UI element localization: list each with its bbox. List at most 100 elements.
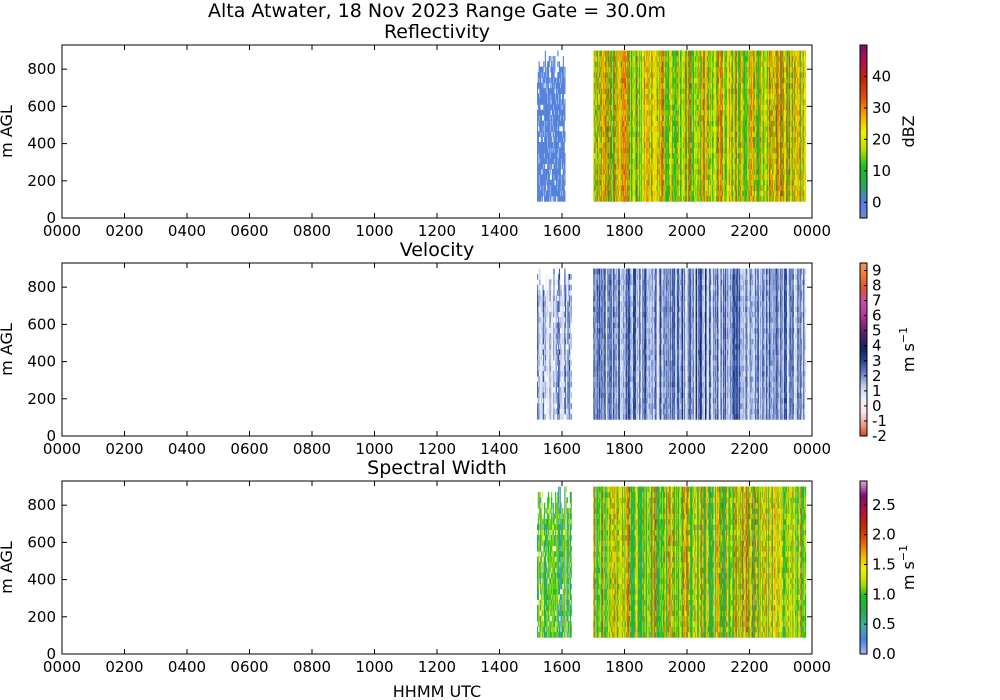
heatmap-cell	[542, 191, 543, 197]
heatmap-cell	[564, 169, 565, 175]
heatmap-cell	[544, 77, 545, 83]
heatmap-cell	[537, 121, 538, 127]
heatmap-cell	[564, 174, 565, 180]
heatmap-cell	[548, 83, 549, 89]
heatmap-cell	[553, 56, 554, 62]
heatmap-cell	[553, 174, 554, 180]
heatmap-cell	[551, 164, 552, 170]
heatmap-cell	[546, 131, 547, 137]
heatmap-cell	[549, 164, 550, 170]
heatmap-cell	[537, 153, 538, 159]
heatmap-cell	[541, 115, 542, 121]
heatmap-cell	[557, 94, 558, 100]
heatmap-cell	[553, 88, 554, 94]
heatmap-cell	[560, 94, 561, 100]
heatmap-cell	[553, 147, 554, 153]
heatmap-cell	[553, 83, 554, 89]
heatmap-cell	[551, 61, 552, 67]
heatmap-cell	[560, 169, 561, 175]
heatmap-cell	[559, 191, 560, 197]
heatmap-cell	[546, 83, 547, 89]
heatmap-cell	[553, 110, 554, 116]
heatmap-cell	[548, 72, 549, 78]
heatmap-cell	[556, 88, 557, 94]
heatmap-cell	[552, 126, 553, 132]
heatmap-cell	[545, 67, 546, 73]
heatmap-cell	[538, 174, 539, 180]
heatmap-cell	[542, 185, 543, 191]
heatmap-cell	[548, 169, 549, 175]
heatmap-cell	[552, 104, 553, 110]
radar-figure: Alta Atwater, 18 Nov 2023 Range Gate = 3…	[0, 0, 1000, 700]
heatmap-cell	[556, 137, 557, 143]
heatmap-cell	[549, 99, 550, 105]
heatmap-cell	[546, 142, 547, 148]
heatmap-cell	[550, 131, 551, 137]
heatmap-cell	[553, 67, 554, 73]
heatmap-cell	[560, 185, 561, 191]
heatmap-cell	[564, 185, 565, 191]
heatmap-cell	[553, 61, 554, 67]
heatmap-cell	[550, 99, 551, 105]
heatmap-cell	[564, 126, 565, 132]
heatmap-cell	[545, 61, 546, 67]
heatmap-cell	[563, 67, 564, 73]
heatmap-cell	[564, 158, 565, 164]
heatmap-cell	[545, 88, 546, 94]
heatmap-cell	[548, 67, 549, 73]
heatmap-cell	[554, 67, 555, 73]
heatmap-cell	[540, 77, 541, 83]
heatmap-cell	[555, 77, 556, 83]
heatmap-cell	[545, 72, 546, 78]
heatmap-cell	[542, 164, 543, 170]
heatmap-cell	[545, 51, 546, 57]
heatmap-cell	[564, 137, 565, 143]
heatmap-cell	[546, 88, 547, 94]
heatmap-cell	[543, 121, 544, 127]
heatmap-cell	[557, 61, 558, 67]
heatmap-cell	[550, 94, 551, 100]
heatmap-cell	[563, 72, 564, 78]
heatmap-cell	[550, 121, 551, 127]
heatmap-cell	[558, 142, 559, 148]
heatmap-cell	[551, 147, 552, 153]
heatmap-cell	[564, 121, 565, 127]
heatmap-cell	[554, 61, 555, 67]
heatmap-cell	[550, 56, 551, 62]
heatmap-cell	[554, 83, 555, 89]
heatmap-cell	[557, 174, 558, 180]
heatmap-cell	[553, 72, 554, 78]
heatmap-cell	[546, 121, 547, 127]
heatmap-cell	[564, 67, 565, 73]
heatmap-cell	[560, 164, 561, 170]
heatmap-cell	[559, 61, 560, 67]
heatmap-cell	[562, 115, 563, 121]
heatmap-cell	[564, 72, 565, 78]
heatmap-cell	[540, 169, 541, 175]
heatmap-cell	[561, 104, 562, 110]
heatmap-cell	[539, 131, 540, 137]
heatmap-cell	[560, 99, 561, 105]
heatmap-cell	[553, 180, 554, 186]
heatmap-cell	[557, 51, 558, 57]
heatmap-cell	[564, 115, 565, 121]
heatmap-cell	[557, 180, 558, 186]
heatmap-cell	[564, 83, 565, 89]
heatmap-cell	[552, 142, 553, 148]
heatmap-cell	[562, 164, 563, 170]
heatmap-cell	[562, 137, 563, 143]
heatmap-cell	[560, 77, 561, 83]
heatmap-cell	[564, 104, 565, 110]
heatmap-cell	[540, 72, 541, 78]
heatmap-cell	[543, 131, 544, 137]
heatmap-cell	[563, 174, 564, 180]
heatmap-cells	[537, 51, 806, 202]
heatmap-cell	[544, 191, 545, 197]
heatmap-cell	[546, 158, 547, 164]
heatmap-cell	[538, 77, 539, 83]
heatmap-cell	[560, 104, 561, 110]
heatmap-cell	[551, 115, 552, 121]
heatmap-cell	[538, 180, 539, 186]
heatmap-cell	[552, 77, 553, 83]
heatmap-cell	[549, 61, 550, 67]
